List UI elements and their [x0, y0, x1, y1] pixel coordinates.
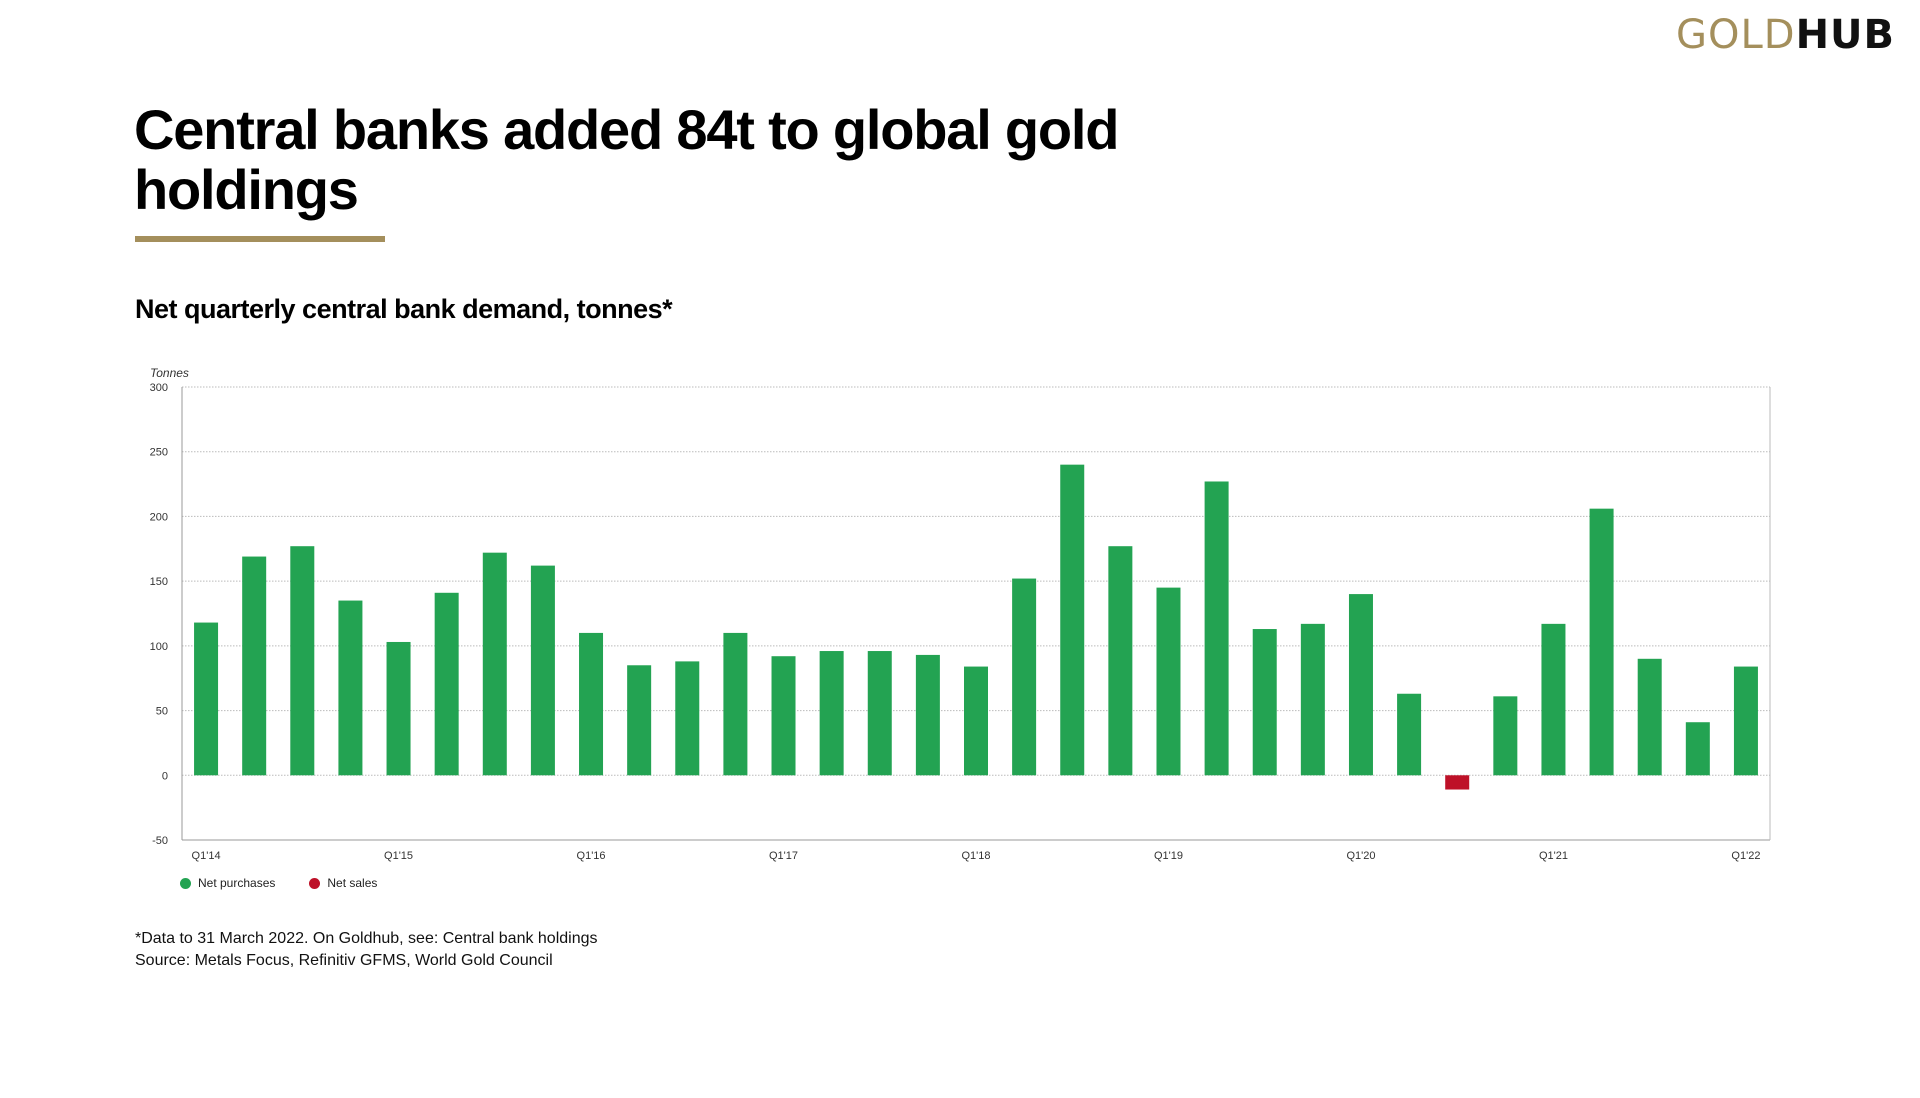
- logo-hub-text: HUB: [1795, 12, 1896, 58]
- bar-q1-16: [579, 632, 604, 776]
- bar-q2-20: [1397, 693, 1422, 776]
- bar-q1-19: [1156, 587, 1181, 776]
- bar-q4-17: [915, 654, 940, 776]
- bar-q3-19: [1252, 629, 1277, 776]
- bar-q4-18: [1108, 546, 1133, 776]
- y-tick-label: 150: [150, 576, 168, 588]
- source-note: Source: Metals Focus, Refinitiv GFMS, Wo…: [135, 952, 553, 969]
- bar-q2-15: [434, 592, 459, 776]
- y-tick-label: 250: [150, 447, 168, 459]
- legend-swatch-purchases: [180, 877, 191, 889]
- y-tick-label: 100: [150, 641, 168, 653]
- bar-q2-14: [242, 556, 267, 776]
- x-tick-label: Q1'19: [1154, 850, 1183, 862]
- x-tick-label: Q1'22: [1731, 850, 1760, 862]
- footnote: *Data to 31 March 2022. On Goldhub, see:…: [135, 930, 598, 947]
- bar-q3-16: [675, 661, 700, 776]
- footnotes: *Data to 31 March 2022. On Goldhub, see:…: [135, 928, 598, 972]
- x-tick-label: Q1'16: [577, 850, 606, 862]
- goldhub-logo: GOLDHUB: [1676, 12, 1895, 58]
- logo-gold-text: GOLD: [1676, 12, 1796, 58]
- bar-q3-21: [1637, 658, 1662, 776]
- chart-subtitle: Net quarterly central bank demand, tonne…: [135, 294, 673, 324]
- bar-q2-17: [819, 651, 844, 776]
- bar-q3-18: [1060, 464, 1085, 776]
- bar-q3-17: [867, 651, 892, 776]
- bar-q2-16: [627, 665, 652, 776]
- x-tick-label: Q1'18: [961, 850, 990, 862]
- bar-q3-15: [482, 552, 507, 776]
- bar-q1-20: [1348, 594, 1373, 776]
- x-tick-label: Q1'17: [769, 850, 798, 862]
- title-underline: [135, 236, 385, 242]
- x-tick-label: Q1'15: [384, 850, 413, 862]
- bar-q1-17: [771, 656, 796, 776]
- legend-net-sales: Net sales: [309, 876, 377, 890]
- bar-q3-20: [1445, 775, 1470, 790]
- chart-legend: Net purchases Net sales: [180, 876, 377, 890]
- bar-q3-14: [290, 546, 315, 776]
- x-tick-label: Q1'20: [1346, 850, 1375, 862]
- legend-label: Net purchases: [198, 876, 276, 890]
- x-tick-label: Q1'21: [1539, 850, 1568, 862]
- bar-q1-21: [1541, 623, 1566, 776]
- bar-q4-19: [1300, 623, 1325, 776]
- bar-q4-21: [1685, 722, 1710, 776]
- bar-q4-15: [530, 565, 555, 776]
- y-tick-label: -50: [152, 835, 168, 847]
- legend-label: Net sales: [327, 876, 378, 890]
- bar-q4-14: [338, 600, 363, 776]
- y-tick-label: 300: [150, 382, 168, 394]
- bar-q2-19: [1204, 481, 1229, 776]
- bar-q1-18: [964, 666, 988, 776]
- y-tick-label: 50: [156, 706, 168, 718]
- y-tick-label: 0: [162, 770, 168, 782]
- legend-swatch-sales: [309, 877, 321, 889]
- bar-q1-15: [386, 641, 411, 776]
- bar-q4-16: [723, 632, 748, 776]
- page-title: Central banks added 84t to global gold h…: [134, 98, 1120, 221]
- legend-net-purchases: Net purchases: [180, 876, 275, 890]
- bar-q4-20: [1493, 696, 1518, 776]
- y-axis-label: Tonnes: [150, 366, 189, 380]
- bar-q2-18: [1012, 578, 1037, 776]
- bar-q2-21: [1589, 508, 1614, 776]
- bar-q1-22: [1733, 666, 1758, 776]
- y-tick-label: 200: [150, 511, 168, 523]
- x-tick-label: Q1'14: [192, 850, 221, 862]
- bar-q1-14: [194, 622, 219, 776]
